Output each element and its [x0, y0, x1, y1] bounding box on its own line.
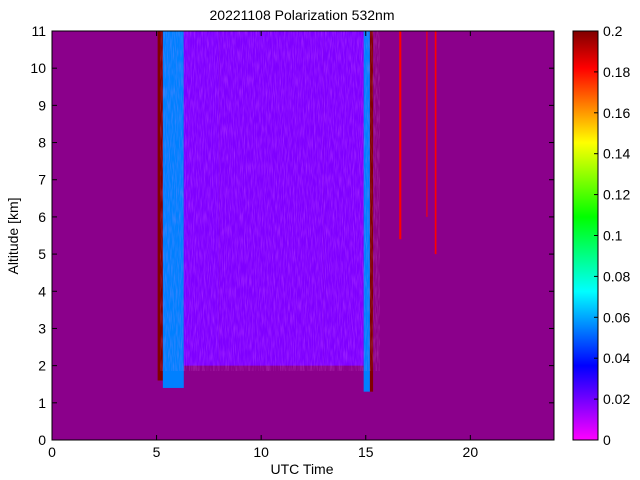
y-tick-label: 1 [38, 395, 46, 411]
colorbar-tick-label: 0 [603, 432, 611, 448]
colorbar-tick-label: 0.18 [603, 64, 630, 80]
y-tick-label: 5 [38, 246, 46, 262]
colorbar-gradient [572, 30, 599, 441]
y-tick-label: 3 [38, 320, 46, 336]
x-tick-label: 0 [48, 444, 56, 460]
colorbar-tick-label: 0.14 [603, 146, 630, 162]
chart-title: 20221108 Polarization 532nm [210, 7, 395, 23]
y-tick-label: 6 [38, 209, 46, 225]
heatmap-region [399, 31, 402, 240]
plot-area [51, 30, 555, 441]
x-tick-label: 10 [253, 444, 269, 460]
x-tick-label: 20 [463, 444, 479, 460]
y-tick-label: 8 [38, 135, 46, 151]
heatmap-region [426, 31, 428, 217]
plot-frame [51, 30, 555, 441]
heatmap-region [434, 31, 437, 255]
x-tick-label: 15 [358, 444, 374, 460]
y-axis: 0 1 2 3 4 5 6 7 8 9 10 11 [30, 23, 554, 448]
x-tick-label: 5 [153, 444, 161, 460]
colorbar-tick-label: 0.04 [603, 350, 630, 366]
y-tick-label: 11 [31, 23, 46, 39]
colorbar-tick-label: 0.12 [603, 187, 630, 203]
colorbar-tick-label: 0.06 [603, 309, 630, 325]
y-tick-label: 2 [38, 358, 46, 374]
colorbar-tick-label: 0.08 [603, 268, 630, 284]
colorbar-tick-label: 0.16 [603, 105, 630, 121]
colorbar-tick-label: 0.1 [603, 228, 623, 244]
heatmap-texture [160, 31, 380, 371]
x-axis: 0 5 10 15 20 [48, 31, 478, 460]
colorbar-tick-label: 0.02 [603, 391, 630, 407]
colorbar: 0 0.02 0.04 0.06 0.08 0.1 0.12 0.14 0.16 0.18 0.2 [572, 23, 630, 448]
x-axis-title: UTC Time [271, 461, 334, 477]
y-tick-label: 0 [38, 432, 46, 448]
y-axis-title: Altitude [km] [5, 197, 21, 274]
colorbar-tick-label: 0.2 [603, 23, 623, 39]
y-tick-label: 4 [38, 283, 46, 299]
y-tick-label: 7 [38, 172, 46, 188]
y-tick-label: 9 [38, 97, 46, 113]
y-tick-label: 10 [30, 60, 46, 76]
